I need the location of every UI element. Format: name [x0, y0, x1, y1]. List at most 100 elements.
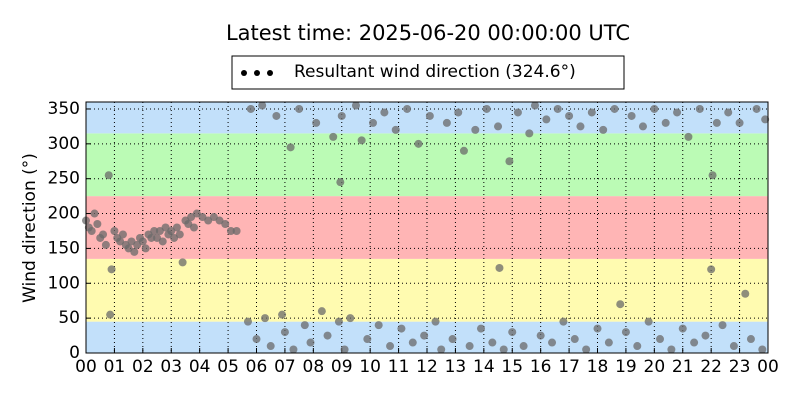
data-point: [189, 223, 198, 232]
legend-box: [231, 55, 625, 90]
data-point: [397, 324, 406, 333]
data-point: [420, 331, 429, 340]
data-point: [141, 244, 150, 253]
x-tick-label: 01: [104, 357, 126, 377]
data-point: [252, 335, 261, 344]
data-point: [599, 125, 608, 134]
data-point: [482, 104, 491, 113]
data-point: [752, 104, 761, 113]
data-point: [695, 104, 704, 113]
data-point: [232, 226, 241, 235]
data-point: [741, 289, 750, 298]
data-point: [295, 104, 304, 113]
data-point: [495, 263, 504, 272]
data-point: [175, 230, 184, 239]
data-point: [656, 335, 665, 344]
data-point: [374, 321, 383, 330]
data-point: [178, 258, 187, 267]
data-point: [633, 342, 642, 351]
data-point: [530, 101, 539, 110]
data-point: [306, 338, 315, 347]
data-point: [638, 122, 647, 131]
data-point: [340, 345, 349, 354]
data-point: [448, 335, 457, 344]
data-point: [465, 342, 474, 351]
plot-frame: [85, 101, 769, 354]
x-tick-label: 09: [331, 357, 353, 377]
x-tick-label: 15: [501, 357, 523, 377]
data-point: [101, 240, 110, 249]
data-point: [684, 132, 693, 141]
data-point: [369, 118, 378, 127]
data-point: [553, 104, 562, 113]
data-point: [258, 101, 267, 110]
data-point: [300, 321, 309, 330]
y-tick-label: 350: [48, 99, 80, 119]
data-point: [513, 108, 522, 117]
x-tick-label: 02: [132, 357, 154, 377]
x-tick-label: 04: [189, 357, 211, 377]
x-tick-label: 00: [757, 357, 779, 377]
x-tick-label: 12: [416, 357, 438, 377]
data-point: [272, 111, 281, 120]
legend-marker: [241, 70, 247, 76]
data-point: [337, 111, 346, 120]
data-point: [329, 132, 338, 141]
x-tick-label: 05: [217, 357, 239, 377]
data-point: [346, 314, 355, 323]
data-point: [621, 328, 630, 337]
x-tick-label: 19: [615, 357, 637, 377]
data-point: [746, 335, 755, 344]
y-tick-label: 100: [48, 273, 80, 293]
x-tick-label: 10: [359, 357, 381, 377]
legend-label: Resultant wind direction (324.6°): [294, 62, 576, 82]
data-point: [565, 111, 574, 120]
data-point: [172, 223, 181, 232]
data-point: [735, 118, 744, 127]
y-tick-label: 0: [69, 343, 80, 363]
legend-marker: [254, 70, 260, 76]
data-point: [576, 122, 585, 131]
x-tick-label: 03: [160, 357, 182, 377]
data-point: [261, 314, 270, 323]
data-point: [761, 115, 770, 124]
data-point: [610, 104, 619, 113]
data-point: [582, 345, 591, 354]
data-point: [437, 345, 446, 354]
data-point: [519, 342, 528, 351]
x-tick-label: 00: [75, 357, 97, 377]
data-point: [758, 345, 767, 354]
x-tick-label: 11: [388, 357, 410, 377]
data-point: [488, 338, 497, 347]
data-point: [266, 342, 275, 351]
data-point: [718, 321, 727, 330]
x-tick-label: 22: [700, 357, 722, 377]
data-point: [408, 338, 417, 347]
chart-title: Latest time: 2025-06-20 00:00:00 UTC: [226, 21, 630, 45]
data-point: [650, 104, 659, 113]
data-point: [158, 237, 167, 246]
data-point: [289, 345, 298, 354]
data-point: [459, 146, 468, 155]
data-point: [548, 338, 557, 347]
y-tick-label: 300: [48, 134, 80, 154]
data-point: [104, 171, 113, 180]
data-point: [278, 310, 287, 319]
data-point: [536, 331, 545, 340]
data-point: [508, 328, 517, 337]
data-point: [317, 307, 326, 316]
data-point: [494, 122, 503, 131]
data-point: [678, 324, 687, 333]
x-tick-label: 16: [530, 357, 552, 377]
y-tick-label: 250: [48, 169, 80, 189]
data-point: [118, 230, 127, 239]
data-point: [712, 118, 721, 127]
data-point: [243, 317, 252, 326]
data-point: [661, 118, 670, 127]
data-point: [351, 101, 360, 110]
data-point: [701, 331, 710, 340]
data-point: [587, 108, 596, 117]
data-point: [380, 108, 389, 117]
data-point: [357, 136, 366, 145]
